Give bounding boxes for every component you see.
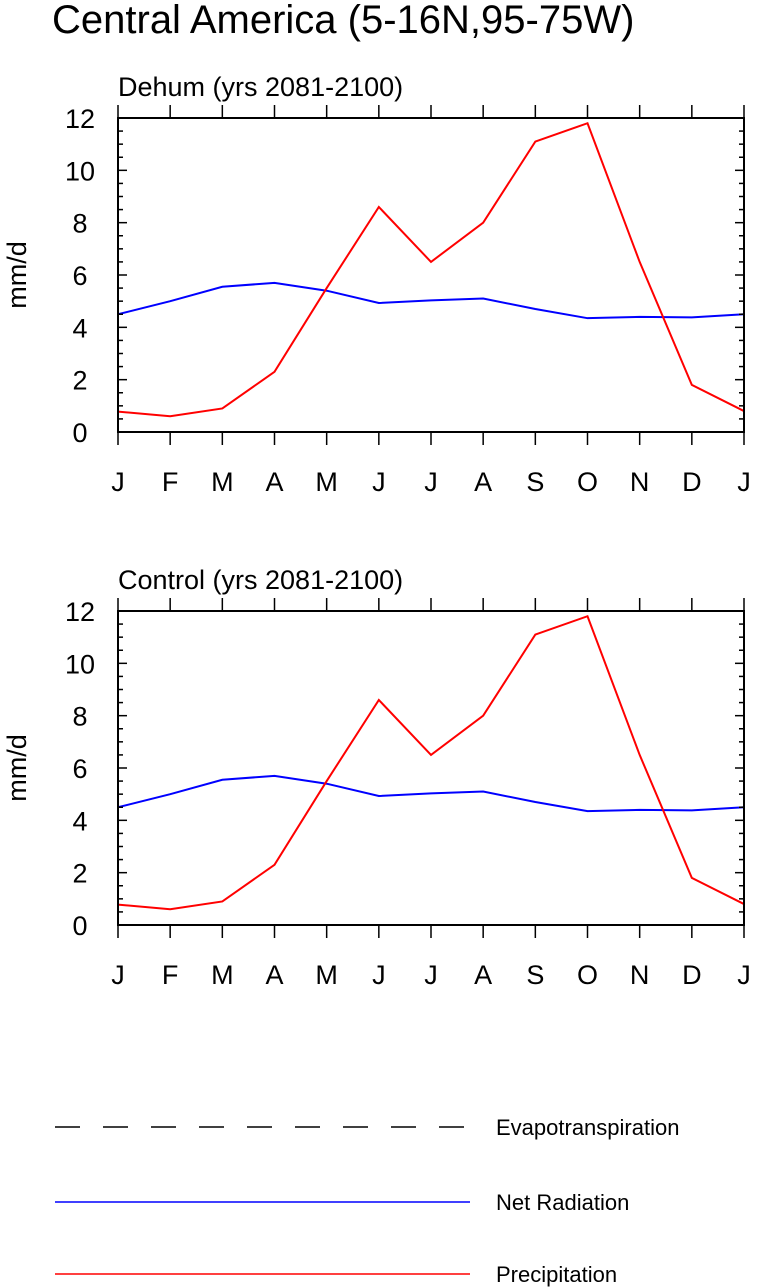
panel-title: Control (yrs 2081-2100) bbox=[118, 565, 403, 595]
chart-panel-2: Control (yrs 2081-2100) mm/d 0 2 4 6 8 10 12 J F M A… bbox=[2, 565, 751, 990]
y-axis-label: mm/d bbox=[2, 734, 32, 802]
y-axis-label: mm/d bbox=[2, 241, 32, 309]
x-tick-label: O bbox=[577, 467, 598, 497]
x-tick-label: M bbox=[211, 467, 234, 497]
x-tick-label: J bbox=[111, 467, 125, 497]
x-tick-label: F bbox=[162, 960, 179, 990]
y-tick-label: 10 bbox=[65, 649, 95, 679]
x-tick-label: S bbox=[526, 467, 544, 497]
plot-frame bbox=[117, 117, 745, 433]
legend-label: Evapotranspiration bbox=[496, 1115, 679, 1140]
x-tick-label: M bbox=[315, 960, 338, 990]
legend: Evapotranspiration Net Radiation Precipita… bbox=[55, 1115, 679, 1287]
series-line-precipitation bbox=[117, 614, 745, 911]
x-tick-label: F bbox=[162, 467, 179, 497]
y-tick-label: 2 bbox=[72, 859, 87, 889]
y-tick-label: 12 bbox=[65, 104, 95, 134]
x-tick-label: J bbox=[424, 467, 438, 497]
chart-panel-1: Dehum (yrs 2081-2100) mm/d 0 2 4 6 8 10 12 J F M A M J… bbox=[2, 72, 751, 497]
x-tick-label: D bbox=[682, 960, 702, 990]
series-line-net-radiation bbox=[117, 774, 745, 813]
x-tick-label: S bbox=[526, 960, 544, 990]
x-tick-label: N bbox=[630, 960, 650, 990]
chart-panels: Dehum (yrs 2081-2100) mm/d 0 2 4 6 8 10 12 J F M A M J… bbox=[2, 72, 751, 990]
legend-label: Precipitation bbox=[496, 1262, 617, 1287]
x-tick-label: A bbox=[474, 960, 492, 990]
figure-title: Central America (5-16N,95-75W) bbox=[52, 0, 634, 42]
plot-frame bbox=[117, 610, 745, 926]
x-tick-label: A bbox=[474, 467, 492, 497]
y-tick-label: 6 bbox=[72, 261, 87, 291]
x-tick-label: A bbox=[265, 467, 283, 497]
x-tick-label: M bbox=[211, 960, 234, 990]
y-tick-label: 4 bbox=[72, 313, 87, 343]
y-tick-label: 2 bbox=[72, 366, 87, 396]
x-tick-label: M bbox=[315, 467, 338, 497]
legend-label: Net Radiation bbox=[496, 1190, 629, 1215]
y-tick-label: 0 bbox=[72, 911, 87, 941]
x-tick-label: D bbox=[682, 467, 702, 497]
panel-title: Dehum (yrs 2081-2100) bbox=[118, 72, 403, 102]
x-tick-label: N bbox=[630, 467, 650, 497]
x-tick-label: J bbox=[372, 960, 386, 990]
x-tick-label: J bbox=[737, 960, 751, 990]
series-line-net-radiation bbox=[117, 281, 745, 320]
y-tick-label: 8 bbox=[72, 209, 87, 239]
y-tick-label: 6 bbox=[72, 754, 87, 784]
y-tick-label: 8 bbox=[72, 702, 87, 732]
x-tick-label: J bbox=[424, 960, 438, 990]
y-tick-label: 10 bbox=[65, 156, 95, 186]
x-tick-label: O bbox=[577, 960, 598, 990]
x-tick-label: J bbox=[372, 467, 386, 497]
y-tick-label: 0 bbox=[72, 418, 87, 448]
series-line-precipitation bbox=[117, 121, 745, 418]
x-tick-label: J bbox=[111, 960, 125, 990]
x-tick-label: A bbox=[265, 960, 283, 990]
x-tick-label: J bbox=[737, 467, 751, 497]
y-tick-label: 12 bbox=[65, 597, 95, 627]
y-tick-label: 4 bbox=[72, 806, 87, 836]
